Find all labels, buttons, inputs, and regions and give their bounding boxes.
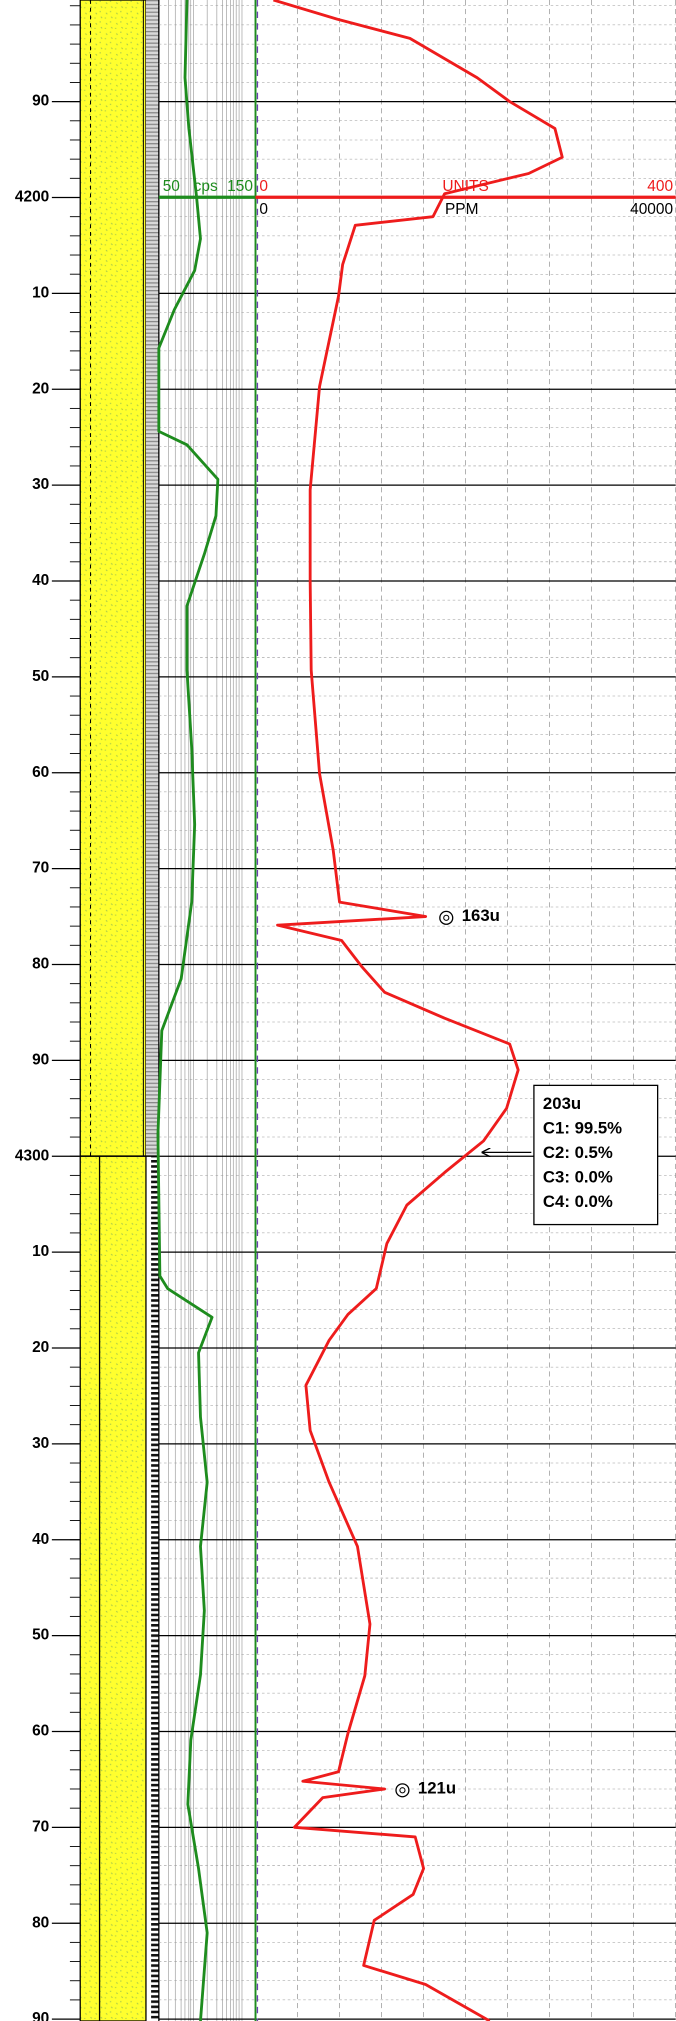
- gas-box-line: C2: 0.5%: [543, 1143, 613, 1162]
- log-curve: [158, 0, 218, 2021]
- gas-box-line: C3: 0.0%: [543, 1168, 613, 1187]
- annotation: 121u: [418, 1778, 456, 1797]
- depth-label: 60: [32, 1723, 49, 1740]
- scale-min: 0: [259, 201, 268, 218]
- depth-label: 70: [32, 1818, 49, 1835]
- lithology-lower: [80, 1156, 146, 2021]
- scale-unit: PPM: [445, 201, 478, 218]
- scale-max: 150: [227, 178, 253, 195]
- scale-min: 0: [259, 178, 268, 195]
- annotation-icon: [440, 911, 453, 924]
- depth-label: 90: [32, 93, 49, 110]
- texture-column: [146, 0, 159, 1156]
- depth-label: 4200: [15, 189, 49, 206]
- depth-label: 10: [32, 284, 49, 301]
- depth-label: 90: [32, 1051, 49, 1068]
- gas-box-line: 203u: [543, 1094, 581, 1113]
- scale-unit: UNITS: [442, 178, 488, 195]
- scale-unit: cps: [194, 178, 218, 195]
- depth-label: 40: [32, 572, 49, 589]
- depth-label: 50: [32, 668, 49, 685]
- depth-label: 4300: [15, 1147, 49, 1164]
- depth-label: 20: [32, 1339, 49, 1356]
- gas-box-line: C1: 99.5%: [543, 1119, 622, 1138]
- depth-label: 50: [32, 1627, 49, 1644]
- depth-label: 80: [32, 956, 49, 973]
- annotation: 163u: [462, 906, 500, 925]
- depth-label: 30: [32, 1435, 49, 1452]
- depth-label: 90: [32, 2010, 49, 2021]
- depth-label: 60: [32, 764, 49, 781]
- gas-box-line: C4: 0.0%: [543, 1192, 613, 1211]
- scale-max: 40000: [630, 201, 673, 218]
- depth-label: 70: [32, 860, 49, 877]
- depth-label: 10: [32, 1243, 49, 1260]
- texture-column: [151, 1156, 159, 2021]
- depth-label: 30: [32, 476, 49, 493]
- annotation-icon: [396, 1784, 409, 1797]
- depth-label: 80: [32, 1914, 49, 1931]
- well-log: 90 4200 10 20 30 40 50 60 70 80 90 4300 10 20 30 40 50 60…: [0, 0, 676, 2021]
- scale-max: 400: [647, 178, 673, 195]
- depth-label: 40: [32, 1531, 49, 1548]
- scale-min: 50: [163, 178, 180, 195]
- curves: [158, 0, 562, 2021]
- depth-label: 20: [32, 380, 49, 397]
- page: 90 4200 10 20 30 40 50 60 70 80 90 4300 10 20 30 40 50 60…: [0, 0, 676, 2021]
- log-curve: [273, 0, 562, 2021]
